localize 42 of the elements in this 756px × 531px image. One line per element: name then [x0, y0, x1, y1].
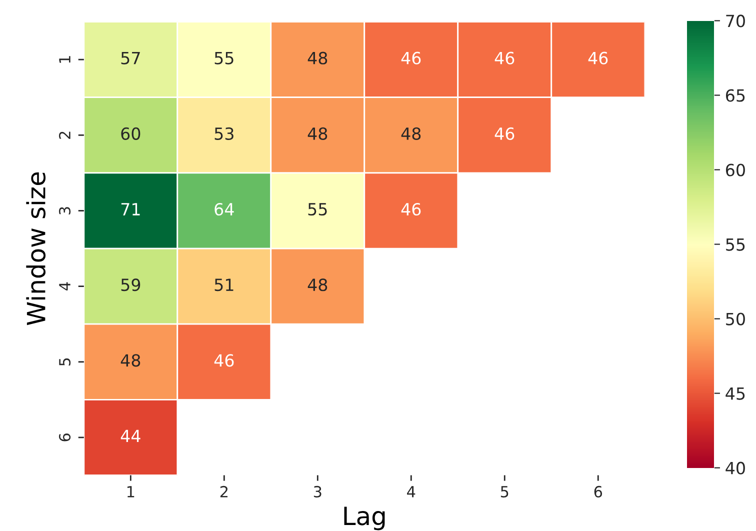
x-tick-label: 1: [127, 486, 134, 498]
color-bar-label: 40: [726, 462, 745, 474]
data-label: 44: [120, 430, 140, 442]
y-tick-label: 3: [58, 207, 71, 214]
x-tick-label: 5: [500, 486, 508, 498]
x-tick-label: 4: [407, 486, 416, 498]
data-label: 59: [121, 278, 140, 292]
data-label: 60: [121, 127, 140, 140]
data-label: 46: [214, 354, 234, 367]
data-label: 46: [588, 52, 608, 64]
data-label: 55: [214, 52, 234, 64]
y-tick-label: 6: [58, 434, 71, 442]
y-tick-label: 4: [59, 282, 70, 290]
data-label: 48: [401, 127, 421, 140]
color-bar-label: 65: [726, 89, 745, 102]
data-label: 64: [214, 202, 234, 216]
x-tick-label: 3: [314, 486, 322, 498]
data-label: 55: [308, 203, 327, 216]
color-bar-label: 50: [726, 312, 745, 326]
data-label: 48: [308, 127, 328, 140]
color-bar-label: 70: [726, 14, 745, 28]
x-axis-title: Lag: [344, 506, 385, 530]
data-label: 46: [401, 52, 421, 64]
color-bar-label: 60: [726, 164, 745, 176]
y-tick-label: 2: [58, 132, 70, 139]
color-bar-label: 45: [726, 387, 745, 400]
data-label: 48: [308, 52, 328, 64]
x-tick-label: 2: [220, 486, 228, 498]
y-tick-label: 5: [59, 358, 71, 366]
data-label: 46: [494, 127, 514, 140]
data-label: 53: [214, 127, 234, 140]
data-label: 57: [121, 52, 140, 64]
data-label: 48: [308, 278, 328, 292]
data-label: 46: [401, 202, 421, 216]
y-axis-title: Window size: [26, 172, 46, 326]
data-label: 48: [120, 354, 140, 367]
data-label: 71: [121, 203, 140, 216]
y-tick-label: 1: [59, 56, 70, 63]
data-label: 51: [214, 278, 234, 292]
color-bar-label: 55: [726, 238, 745, 251]
data-label: 46: [494, 52, 514, 64]
x-tick-label: 6: [594, 486, 602, 498]
